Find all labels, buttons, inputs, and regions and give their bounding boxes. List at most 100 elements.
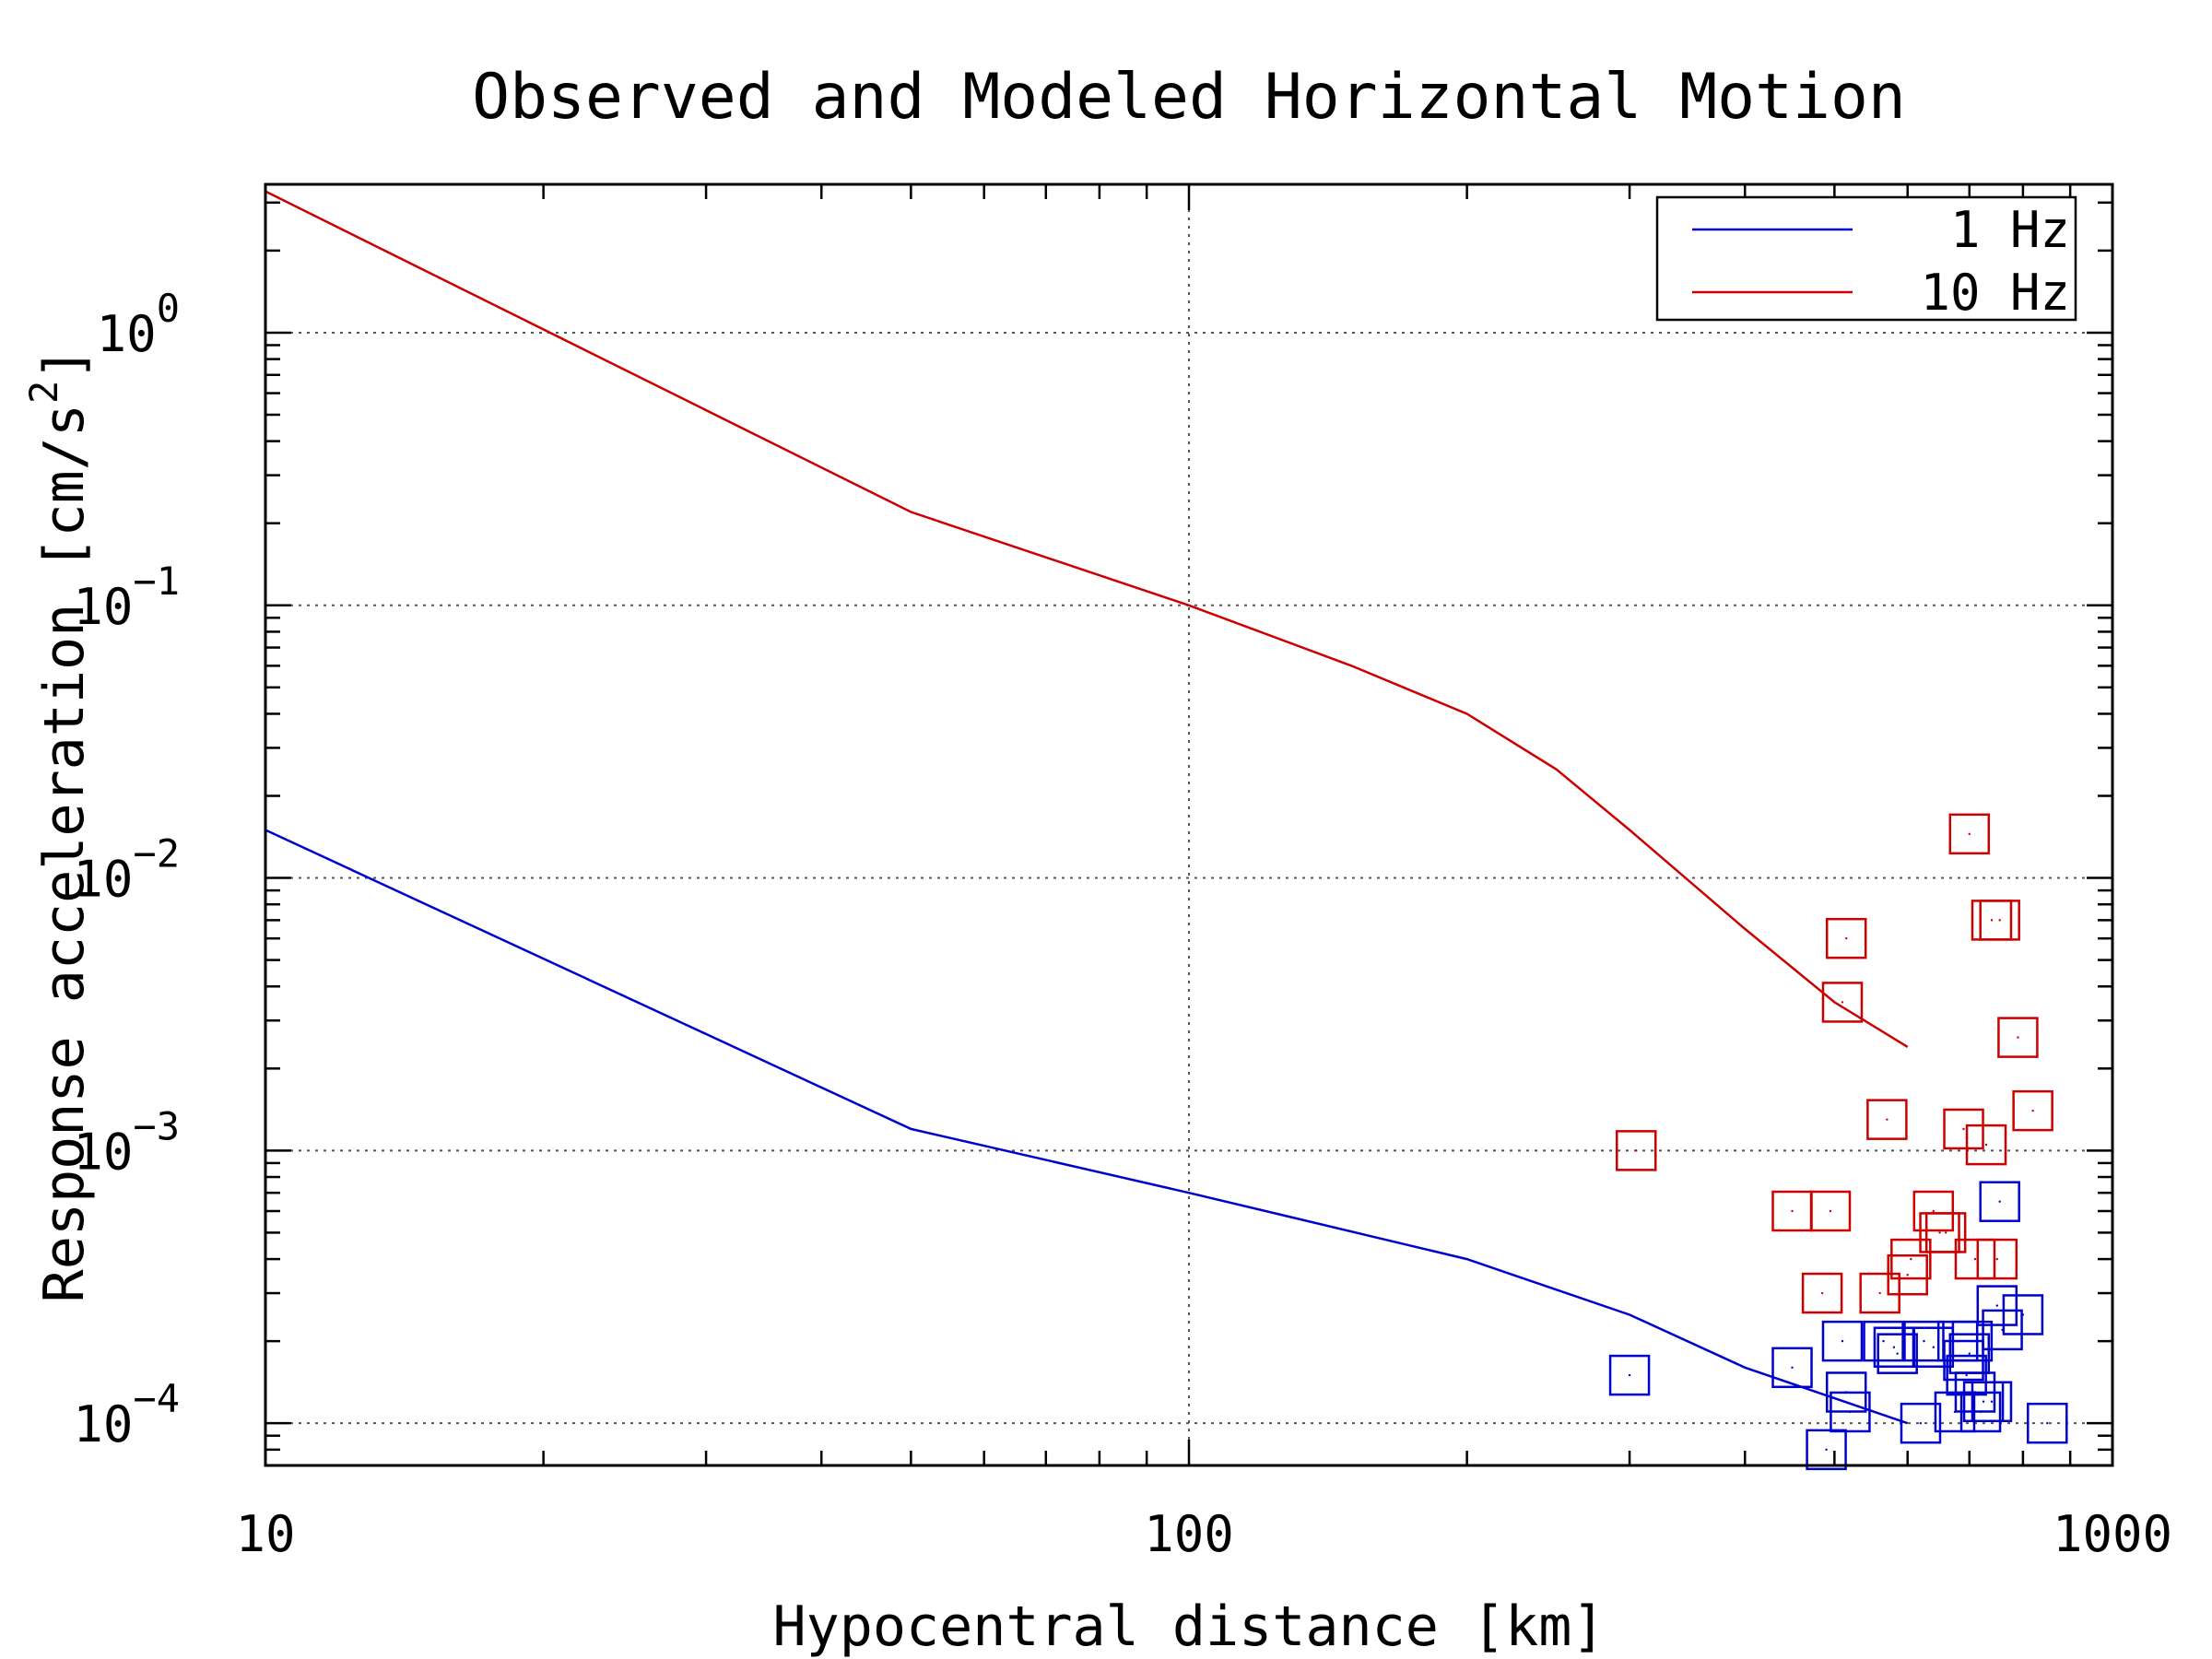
y-tick-label: 10−2 [73,831,180,909]
data-point-center [1892,1346,1896,1348]
data-point-1 [1946,1354,1987,1396]
data-point-1 [1830,1391,1871,1433]
x-tick-label: 10 [235,1505,295,1563]
data-point-center [1829,1209,1832,1213]
data-point-1 [2027,1402,2068,1444]
legend-box [1655,195,2077,322]
data-point-center [1825,1448,1828,1452]
data-point-2 [1912,1190,1955,1232]
data-point-1 [1951,1320,1994,1362]
data-point-center [1845,936,1848,940]
data-point-center [1995,1257,1999,1261]
y-tick-base: 10 [73,1123,133,1181]
data-point-1 [1771,1347,1813,1389]
data-point-2 [1965,1124,2007,1166]
data-point-center [1938,1231,1941,1234]
y-tick-exponent: −3 [133,1103,180,1148]
y-tick-base: 10 [97,305,157,363]
data-point-2 [1866,1099,1908,1140]
y-tick-base: 10 [73,578,133,636]
data-point-center [1965,1373,1968,1377]
data-point-2 [1943,1108,1984,1150]
data-point-center [2046,1421,2049,1425]
data-point-center [1635,1149,1638,1152]
y-tick-exponent: −1 [133,559,180,604]
y-tick-label: 10−1 [73,559,180,636]
data-point-center [1886,1118,1888,1121]
data-point-center [1878,1291,1881,1295]
data-point-1 [1959,1391,2002,1433]
data-point-center [1984,1143,1988,1147]
data-point-center [1944,1231,1947,1234]
series-line-1 [265,829,1909,1425]
x-axis-label: Hypocentral distance [km] [772,1594,1605,1659]
y-tick-label: 100 [97,286,180,363]
data-point-center [1968,832,1971,836]
data-point-2 [2012,1089,2053,1132]
data-point-2 [1821,982,1864,1023]
data-point-1 [1900,1402,1942,1444]
data-point-center [1998,1200,2001,1203]
data-point-2 [1954,1238,1996,1280]
data-point-1 [1982,1309,2023,1351]
data-point-1 [1877,1333,1918,1374]
data-point-2 [1887,1253,1928,1296]
data-point-center [1919,1421,1923,1425]
data-point-center [1841,1001,1844,1004]
series-line-2 [265,190,1909,1048]
y-tick-exponent: 0 [157,286,180,331]
series-layer [265,190,2068,1471]
data-point-2 [1809,1190,1852,1232]
data-point-center [1995,1304,1999,1307]
data-point-center [1820,1291,1824,1295]
data-point-1 [1979,1181,2020,1222]
data-point-center [1932,1209,1935,1213]
data-point-center [2017,1036,2019,1039]
data-point-2 [1997,1017,2039,1058]
legend-label: 1 Hz [1950,201,2070,259]
data-point-1 [1863,1320,1904,1362]
data-point-center [1932,1346,1935,1348]
data-point-center [2021,1313,2025,1316]
legend-label: 10 Hz [1920,264,2070,322]
data-point-1 [1976,1285,2018,1326]
data-point-center [1628,1373,1631,1377]
data-point-2 [1924,1212,1967,1253]
data-point-2 [1976,1238,2018,1280]
data-point-1 [1806,1429,1847,1471]
data-point-center [1962,1127,1965,1131]
data-point-1 [1608,1354,1651,1396]
y-axis-label-close: ] [32,347,97,381]
y-tick-exponent: −4 [133,1376,180,1421]
y-axis-label: Response acceleration [cm/s2] [21,347,97,1303]
data-point-2 [1825,917,1867,959]
y-tick-base: 10 [73,851,133,909]
data-point-center [1906,1274,1909,1277]
data-point-center [1910,1257,1912,1261]
data-point-1 [1821,1320,1864,1362]
data-point-center [1990,1400,1994,1403]
grid [265,184,2112,1465]
x-tick-label: 100 [1144,1505,1234,1563]
data-point-center [1971,1339,1974,1343]
data-point-center [1973,1257,1977,1261]
data-point-center [1791,1209,1794,1213]
data-point-1 [1971,1381,2013,1423]
data-point-1 [2002,1294,2044,1335]
data-point-center [1998,919,2001,922]
data-point-center [1882,1339,1885,1343]
data-point-2 [1616,1130,1657,1171]
y-tick-base: 10 [73,1395,133,1453]
data-point-center [1849,1410,1852,1414]
y-axis-label-superscript: 2 [21,381,66,404]
data-point-center [1968,1352,1971,1355]
data-point-2 [1890,1238,1932,1280]
data-point-center [1841,1339,1844,1343]
data-point-center [1982,1400,1985,1403]
data-point-2 [1948,813,1991,855]
data-point-center [1896,1352,1899,1355]
y-tick-label: 10−4 [73,1376,180,1453]
